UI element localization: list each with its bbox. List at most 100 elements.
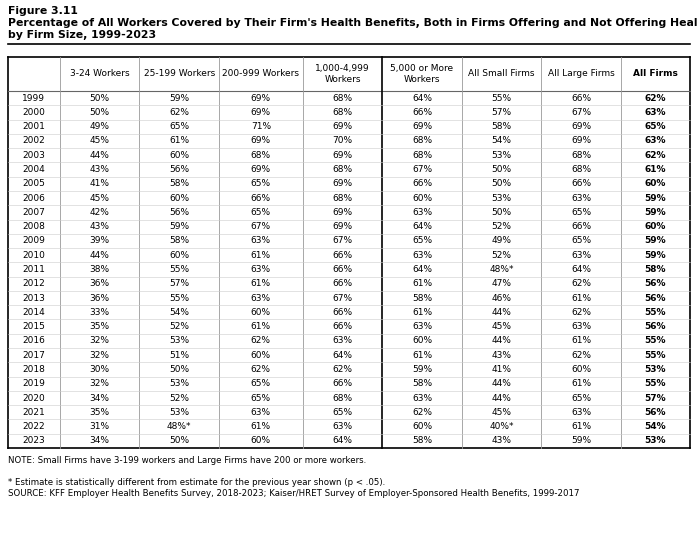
Text: 67%: 67% [332,294,353,302]
Text: 63%: 63% [645,137,666,145]
Text: 66%: 66% [571,180,591,188]
Text: 53%: 53% [169,379,189,388]
Text: 32%: 32% [90,351,109,360]
Text: 50%: 50% [491,180,512,188]
Text: 54%: 54% [645,422,666,431]
Text: 69%: 69% [251,137,271,145]
Text: 60%: 60% [412,422,432,431]
Text: 56%: 56% [645,408,666,417]
Text: 63%: 63% [571,408,591,417]
Text: 2021: 2021 [22,408,45,417]
Text: 65%: 65% [169,122,189,131]
Text: 52%: 52% [491,251,512,260]
Text: 65%: 65% [571,208,591,217]
Text: 52%: 52% [491,222,512,231]
Text: 48%*: 48%* [489,265,514,274]
Text: 53%: 53% [645,365,666,374]
Text: 69%: 69% [251,94,271,102]
Text: 41%: 41% [90,180,109,188]
Text: 5,000 or More
Workers: 5,000 or More Workers [390,64,454,84]
Text: Percentage of All Workers Covered by Their Firm's Health Benefits, Both in Firms: Percentage of All Workers Covered by The… [8,18,697,28]
Text: 58%: 58% [412,379,432,388]
Text: 2016: 2016 [22,337,45,345]
Text: 56%: 56% [645,279,666,288]
Text: 53%: 53% [645,436,666,445]
Text: 69%: 69% [332,122,353,131]
Text: 61%: 61% [412,351,432,360]
Text: 69%: 69% [332,222,353,231]
Text: 63%: 63% [251,408,271,417]
Text: 68%: 68% [332,94,353,102]
Text: 61%: 61% [571,379,591,388]
Text: 61%: 61% [645,165,666,174]
Text: 63%: 63% [571,322,591,331]
Text: 2004: 2004 [22,165,45,174]
Text: 50%: 50% [491,165,512,174]
Text: 3-24 Workers: 3-24 Workers [70,70,130,78]
Text: 60%: 60% [412,193,432,203]
Text: 59%: 59% [571,436,591,445]
Text: 2012: 2012 [22,279,45,288]
Text: 2023: 2023 [22,436,45,445]
Text: 60%: 60% [169,193,189,203]
Text: 69%: 69% [332,180,353,188]
Text: 55%: 55% [169,265,189,274]
Text: 60%: 60% [169,251,189,260]
Text: 2014: 2014 [22,308,45,317]
Text: 62%: 62% [169,108,189,117]
Text: 61%: 61% [571,422,591,431]
Text: 43%: 43% [491,436,512,445]
Text: 62%: 62% [571,308,591,317]
Text: 61%: 61% [571,337,591,345]
Text: 63%: 63% [412,251,432,260]
Text: 61%: 61% [412,279,432,288]
Text: 52%: 52% [169,322,189,331]
Text: All Large Firms: All Large Firms [548,70,615,78]
Text: 41%: 41% [491,365,512,374]
Text: 65%: 65% [251,379,271,388]
Text: 65%: 65% [645,122,666,131]
Text: All Firms: All Firms [633,70,678,78]
Text: 65%: 65% [571,236,591,245]
Text: 51%: 51% [169,351,189,360]
Text: SOURCE: KFF Employer Health Benefits Survey, 2018-2023; Kaiser/HRET Survey of Em: SOURCE: KFF Employer Health Benefits Sur… [8,489,579,498]
Text: 59%: 59% [645,236,666,245]
Text: 68%: 68% [332,108,353,117]
Text: 2000: 2000 [22,108,45,117]
Text: 46%: 46% [491,294,512,302]
Text: 1,000-4,999
Workers: 1,000-4,999 Workers [315,64,370,84]
Text: 2007: 2007 [22,208,45,217]
Text: 68%: 68% [412,151,432,160]
Text: 59%: 59% [645,208,666,217]
Text: 60%: 60% [412,337,432,345]
Text: 63%: 63% [332,422,353,431]
Text: 60%: 60% [645,222,666,231]
Text: 62%: 62% [251,365,271,374]
Text: 66%: 66% [332,279,353,288]
Text: 55%: 55% [169,294,189,302]
Text: 53%: 53% [491,151,512,160]
Text: 49%: 49% [491,236,512,245]
Text: 45%: 45% [491,322,512,331]
Text: by Firm Size, 1999-2023: by Firm Size, 1999-2023 [8,30,156,40]
Text: 63%: 63% [645,108,666,117]
Text: 62%: 62% [251,337,271,345]
Text: 68%: 68% [332,165,353,174]
Text: 70%: 70% [332,137,353,145]
Text: 32%: 32% [90,379,109,388]
Text: 43%: 43% [491,351,512,360]
Text: NOTE: Small Firms have 3-199 workers and Large Firms have 200 or more workers.: NOTE: Small Firms have 3-199 workers and… [8,456,366,465]
Text: 57%: 57% [169,279,189,288]
Text: 58%: 58% [169,180,189,188]
Text: 71%: 71% [251,122,271,131]
Text: 68%: 68% [571,165,591,174]
Text: 69%: 69% [332,151,353,160]
Text: 61%: 61% [251,251,271,260]
Text: 32%: 32% [90,337,109,345]
Text: 54%: 54% [169,308,189,317]
Text: 62%: 62% [571,279,591,288]
Text: 2022: 2022 [22,422,45,431]
Text: 62%: 62% [412,408,432,417]
Text: 67%: 67% [412,165,432,174]
Text: 57%: 57% [491,108,512,117]
